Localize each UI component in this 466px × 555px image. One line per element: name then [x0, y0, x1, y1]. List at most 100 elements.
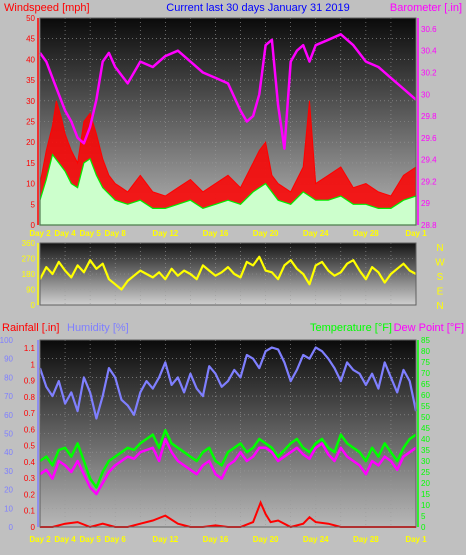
temperature-tick-label: 15: [421, 490, 430, 499]
humidity-x-label: Day 1: [405, 535, 427, 544]
compass-label: E: [437, 287, 444, 298]
barometer-tick-label: 30: [421, 90, 430, 99]
temperature-tick-label: 25: [421, 468, 430, 477]
barometer-tick-label: 30.6: [421, 25, 437, 34]
direction-tick-label: 180: [22, 270, 36, 279]
temperature-tick-label: 5: [421, 512, 426, 521]
dewpoint-series: [39, 437, 417, 496]
humidity-tick-label: 60: [4, 411, 13, 420]
windspeed-title: Windspeed [mph]: [4, 2, 90, 14]
rain-tick-label: 0.5: [24, 442, 36, 451]
wind-tick-label: 45: [26, 35, 35, 44]
humidity-title: Humidity [%]: [67, 322, 129, 334]
humidity-tick-label: 20: [4, 486, 13, 495]
humidity-x-label: Day 6: [105, 535, 127, 544]
barometer-title: Barometer [.in]: [390, 2, 462, 14]
direction-tick-label: 90: [26, 286, 35, 295]
wind-x-label: Day 16: [203, 229, 229, 238]
barometer-tick-label: 29.4: [421, 156, 437, 165]
barometer-tick-label: 30.4: [421, 47, 437, 56]
wind-plot-border: [39, 17, 417, 226]
rain-tick-label: 0.1: [24, 507, 36, 516]
temperature-tick-label: 80: [421, 347, 430, 356]
direction-plot-border: [39, 242, 417, 306]
rain-tick-label: 1.1: [24, 344, 36, 353]
temperature-title: Temperature [°F]: [310, 322, 392, 334]
wind-tick-label: 50: [26, 14, 35, 23]
temperature-tick-label: 70: [421, 369, 430, 378]
wind-tick-label: 15: [26, 159, 35, 168]
humidity-tick-label: 80: [4, 373, 13, 382]
rain-tick-label: 0.9: [24, 377, 36, 386]
wind-tick-label: 25: [26, 118, 35, 127]
humidity-tick-label: 70: [4, 392, 13, 401]
compass-label: S: [437, 272, 444, 283]
humidity-x-label: Day 4: [54, 535, 76, 544]
direction-tick-label: 0: [31, 301, 36, 310]
rain-tick-label: 0: [31, 523, 36, 532]
wind-tick-label: 5: [31, 200, 36, 209]
wind-x-label: Day 2: [29, 229, 51, 238]
wind-direction-series: [39, 255, 417, 291]
barometer-series: [38, 33, 417, 150]
dewpoint-title: Dew Point [°F]: [394, 322, 464, 334]
wind-x-label: Day 5: [79, 229, 101, 238]
humidity-tick-label: 100: [0, 336, 14, 345]
temperature-tick-label: 85: [421, 336, 430, 345]
temperature-tick-label: 30: [421, 457, 430, 466]
wind-tick-label: 30: [26, 97, 35, 106]
humidity-x-label: Day 12: [152, 535, 178, 544]
direction-tick-label: 270: [22, 255, 36, 264]
wind-tick-label: 35: [26, 76, 35, 85]
average-wind-series: [39, 153, 417, 226]
temperature-tick-label: 55: [421, 402, 430, 411]
temperature-series: [39, 428, 417, 489]
humidity-x-label: Day 28: [353, 535, 379, 544]
rain-tick-label: 0.7: [24, 409, 36, 418]
barometer-tick-label: 28.8: [421, 221, 437, 230]
wind-x-label: Day 24: [303, 229, 329, 238]
humidity-tick-label: 0: [9, 523, 14, 532]
temperature-tick-label: 45: [421, 424, 430, 433]
wind-x-label: Day 12: [152, 229, 178, 238]
direction-tick-label: 360: [22, 239, 36, 248]
wind-x-label: Day 4: [54, 229, 76, 238]
barometer-tick-label: 29.2: [421, 177, 437, 186]
humidity-plot-border: [39, 339, 417, 528]
rainfall-title: Rainfall [.in]: [2, 322, 59, 334]
humidity-x-label: Day 24: [303, 535, 329, 544]
period-title: Current last 30 days January 31 2019: [166, 2, 349, 14]
wind-tick-label: 40: [26, 55, 35, 64]
wind-x-label: Day 20: [253, 229, 279, 238]
humidity-series: [38, 346, 418, 420]
rain-tick-label: 0.8: [24, 393, 36, 402]
temperature-tick-label: 75: [421, 358, 430, 367]
humidity-tick-label: 30: [4, 467, 13, 476]
rain-tick-label: 0.4: [24, 458, 36, 467]
rain-tick-label: 1: [31, 360, 36, 369]
rain-tick-label: 0.3: [24, 474, 36, 483]
temperature-tick-label: 65: [421, 380, 430, 389]
temperature-tick-label: 50: [421, 413, 430, 422]
compass-label: N: [436, 243, 443, 254]
wind-x-label: Day 1: [405, 229, 427, 238]
temperature-tick-label: 20: [421, 479, 430, 488]
temperature-tick-label: 10: [421, 501, 430, 510]
wind-x-label: Day 8: [105, 229, 127, 238]
barometer-tick-label: 29: [421, 199, 430, 208]
rain-tick-label: 0.2: [24, 490, 36, 499]
barometer-tick-label: 29.6: [421, 134, 437, 143]
humidity-x-label: Day 2: [29, 535, 51, 544]
temperature-tick-label: 35: [421, 446, 430, 455]
wind-x-label: Day 28: [353, 229, 379, 238]
humidity-x-label: Day 16: [203, 535, 229, 544]
humidity-x-label: Day 5: [79, 535, 101, 544]
humidity-tick-label: 40: [4, 448, 13, 457]
humidity-tick-label: 10: [4, 504, 13, 513]
humidity-tick-label: 50: [4, 430, 13, 439]
barometer-tick-label: 30.2: [421, 68, 437, 77]
compass-label: W: [435, 258, 445, 269]
wind-tick-label: 10: [26, 180, 35, 189]
